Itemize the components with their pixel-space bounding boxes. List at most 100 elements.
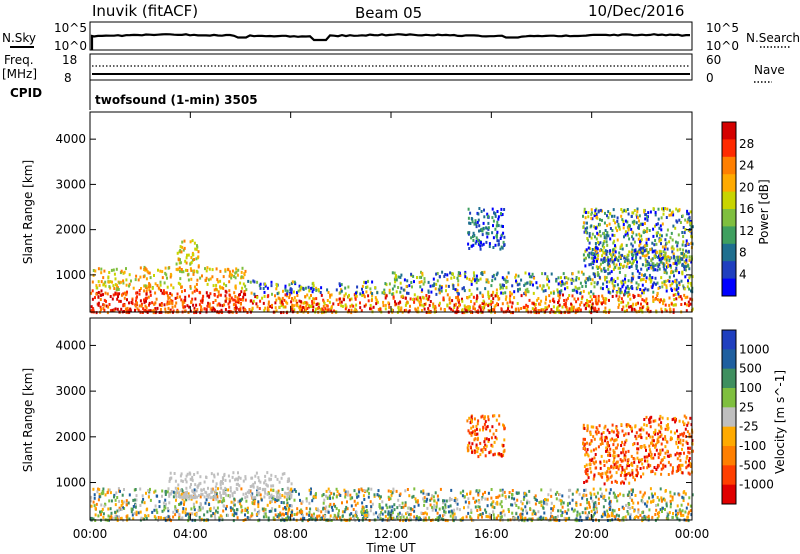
echo-cell bbox=[479, 513, 482, 517]
echo-cell bbox=[657, 265, 660, 268]
echo-cell bbox=[677, 292, 680, 296]
echo-cell bbox=[131, 298, 134, 302]
echo-cell bbox=[329, 514, 332, 518]
echo-cell bbox=[637, 508, 640, 512]
echo-cell bbox=[214, 517, 217, 521]
echo-cell bbox=[97, 487, 100, 491]
echo-cell bbox=[180, 270, 183, 274]
echo-cell bbox=[604, 306, 607, 310]
echo-cell bbox=[333, 502, 335, 506]
echo-cell bbox=[473, 302, 476, 306]
echo-cell bbox=[565, 276, 568, 280]
echo-cell bbox=[293, 296, 296, 300]
echo-cell bbox=[552, 305, 555, 309]
echo-cell bbox=[467, 242, 470, 246]
echo-cell bbox=[179, 474, 182, 478]
echo-cell bbox=[533, 276, 536, 280]
echo-cell bbox=[637, 294, 640, 297]
echo-cell bbox=[656, 234, 658, 238]
echo-cell bbox=[177, 494, 180, 497]
echo-cell bbox=[283, 298, 286, 302]
echo-cell bbox=[196, 495, 199, 499]
echo-cell bbox=[168, 492, 171, 496]
echo-cell bbox=[571, 272, 574, 276]
echo-cell bbox=[135, 291, 138, 295]
echo-cell bbox=[122, 506, 124, 510]
echo-cell bbox=[236, 488, 239, 491]
echo-cell bbox=[544, 502, 547, 506]
echo-cell bbox=[489, 450, 492, 454]
echo-cell bbox=[293, 513, 296, 516]
echo-cell bbox=[522, 305, 525, 309]
echo-cell bbox=[285, 507, 287, 511]
echo-cell bbox=[330, 309, 333, 313]
echo-cell bbox=[397, 286, 400, 289]
echo-cell bbox=[454, 500, 457, 504]
echo-cell bbox=[116, 509, 119, 513]
echo-cell bbox=[400, 306, 403, 310]
echo-cell bbox=[326, 308, 328, 312]
echo-cell bbox=[244, 269, 247, 273]
echo-cell bbox=[408, 284, 411, 288]
echo-cell bbox=[228, 293, 231, 297]
echo-cell bbox=[606, 224, 609, 228]
echo-cell bbox=[579, 281, 582, 285]
echo-cell bbox=[238, 308, 241, 312]
echo-cell bbox=[229, 270, 231, 274]
nave-label: Nave bbox=[754, 63, 785, 77]
echo-cell bbox=[420, 270, 422, 274]
echo-cell bbox=[640, 309, 643, 312]
echo-cell bbox=[680, 257, 683, 261]
echo-cell bbox=[502, 490, 505, 494]
echo-cell bbox=[227, 494, 230, 498]
echo-cell bbox=[288, 494, 291, 498]
echo-cell bbox=[591, 248, 594, 251]
echo-cell bbox=[689, 229, 692, 233]
echo-cell bbox=[268, 478, 271, 482]
echo-cell bbox=[473, 417, 476, 421]
echo-cell bbox=[511, 511, 514, 515]
echo-cell bbox=[570, 306, 573, 310]
echo-cell bbox=[266, 492, 269, 496]
echo-cell bbox=[626, 291, 628, 295]
echo-cell bbox=[612, 278, 615, 282]
echo-cell bbox=[270, 509, 273, 513]
echo-cell bbox=[546, 305, 549, 309]
echo-cell bbox=[593, 513, 595, 517]
echo-cell bbox=[548, 304, 550, 308]
echo-cell bbox=[397, 514, 400, 518]
echo-cell bbox=[228, 305, 231, 309]
echo-cell bbox=[623, 474, 626, 477]
echo-cell bbox=[520, 500, 523, 504]
echo-cell bbox=[234, 276, 237, 280]
echo-cell bbox=[662, 208, 665, 212]
echo-cell bbox=[143, 268, 146, 271]
echo-cell bbox=[409, 512, 412, 516]
echo-cell bbox=[439, 307, 442, 311]
echo-cell bbox=[510, 305, 513, 309]
echo-cell bbox=[611, 279, 614, 283]
echo-cell bbox=[271, 305, 273, 309]
echo-cell bbox=[590, 298, 593, 302]
echo-cell bbox=[619, 458, 622, 462]
echo-cell bbox=[97, 498, 100, 502]
echo-cell bbox=[472, 235, 475, 238]
echo-cell bbox=[112, 268, 115, 272]
echo-cell bbox=[96, 490, 99, 494]
echo-cell bbox=[607, 267, 610, 271]
echo-cell bbox=[241, 298, 244, 302]
echo-cell bbox=[596, 247, 599, 251]
echo-cell bbox=[479, 308, 482, 312]
echo-cell bbox=[660, 257, 663, 261]
echo-cell bbox=[300, 509, 303, 513]
echo-cell bbox=[281, 302, 284, 306]
echo-cell bbox=[368, 491, 370, 495]
freq-label-line2: [MHz] bbox=[2, 67, 37, 81]
echo-cell bbox=[592, 295, 595, 298]
echo-cell bbox=[656, 517, 659, 520]
echo-cell bbox=[322, 501, 325, 505]
echo-cell bbox=[481, 243, 484, 247]
echo-cell bbox=[130, 507, 133, 511]
echo-cell bbox=[99, 305, 102, 309]
echo-cell bbox=[161, 489, 164, 493]
